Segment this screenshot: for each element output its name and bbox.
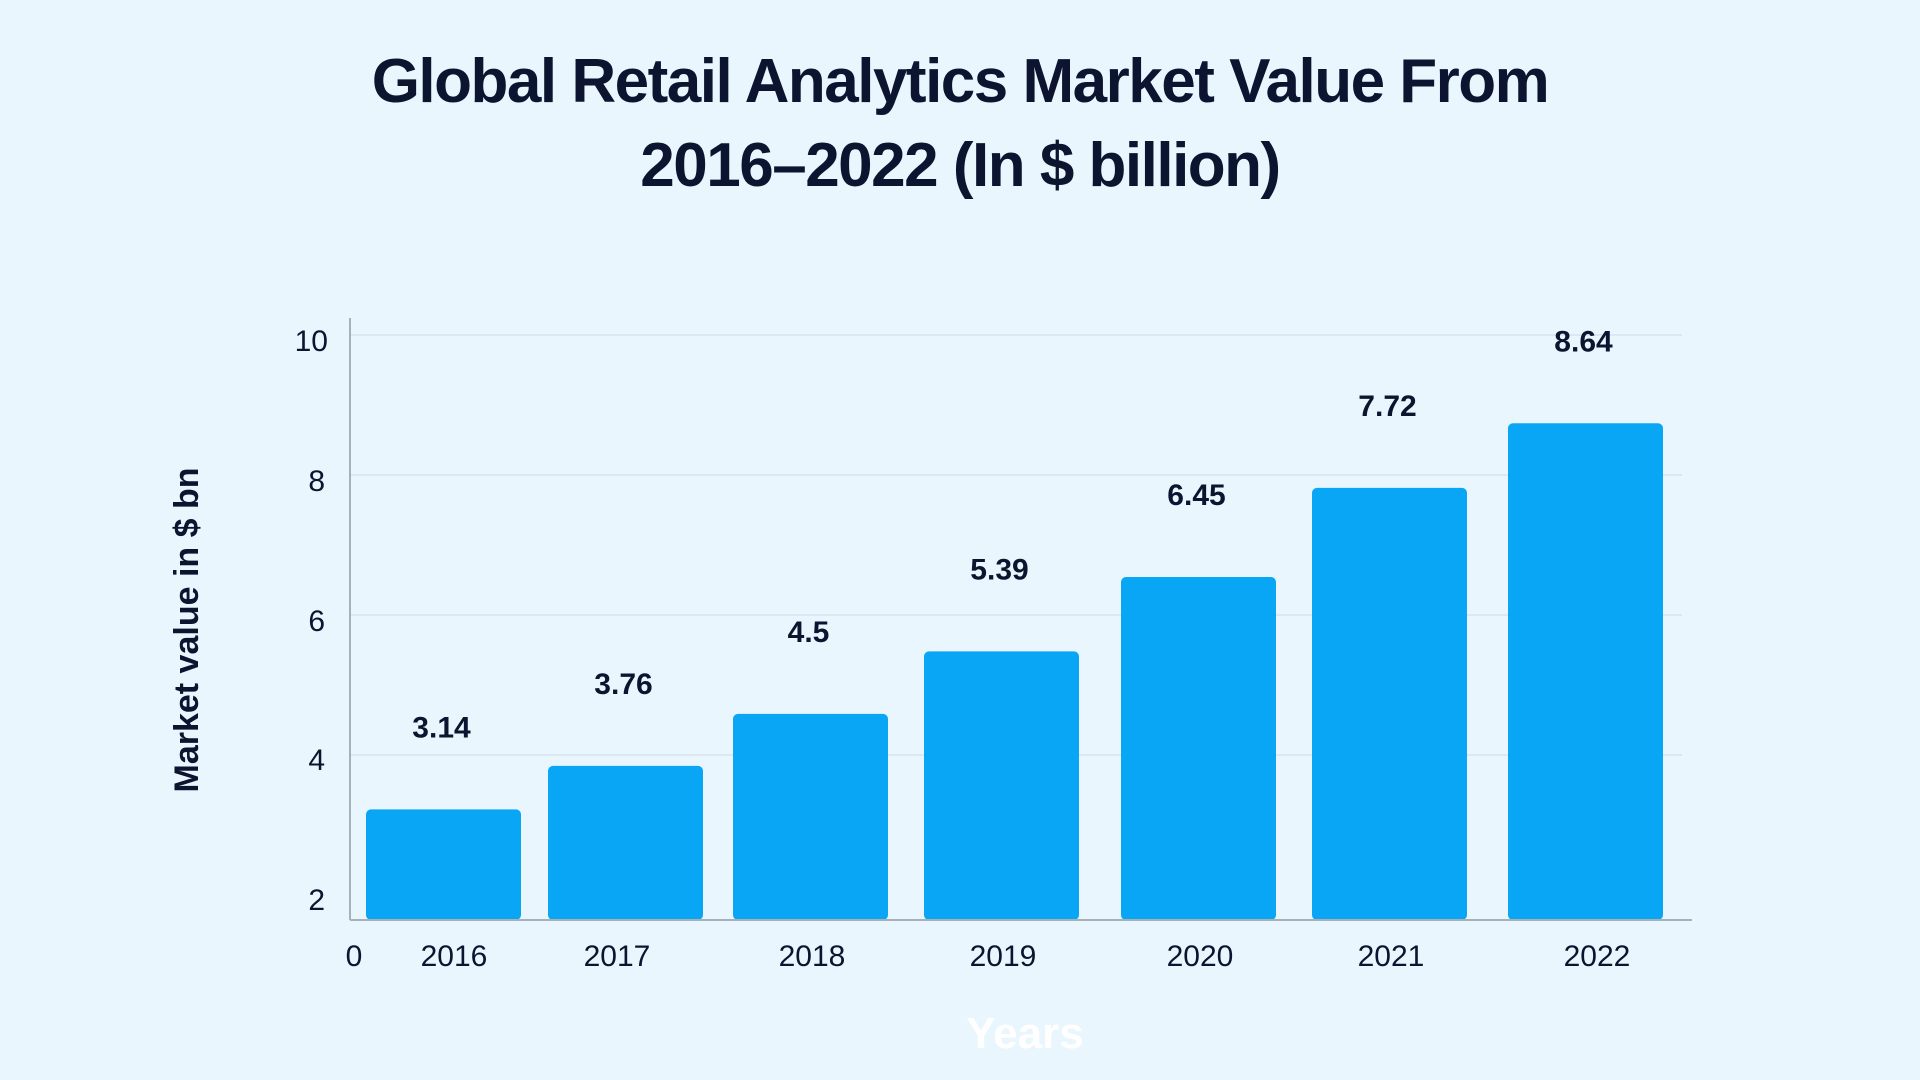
axes xyxy=(349,318,1692,921)
bar-2017 xyxy=(548,765,703,920)
bar-2020 xyxy=(1121,577,1276,920)
y-tick-label-4: 4 xyxy=(308,744,325,777)
y-tick-label-8: 8 xyxy=(308,465,325,498)
y-tick-label-2: 2 xyxy=(308,884,325,917)
bar-2018 xyxy=(733,713,888,920)
y-tick-labels: 2 4 6 8 10 xyxy=(295,325,328,917)
y-axis-title: Market value in $ bn xyxy=(168,468,206,793)
bar-2019 xyxy=(924,651,1079,920)
value-label-2021: 7.72 xyxy=(1358,390,1416,423)
bar-2016 xyxy=(366,809,521,920)
x-axis-title: Years xyxy=(966,1009,1083,1058)
bar-2021 xyxy=(1312,487,1467,920)
value-label-2018: 4.5 xyxy=(788,616,830,649)
value-label-2017: 3.76 xyxy=(594,668,652,701)
x-tick-label-2019: 2019 xyxy=(970,940,1037,973)
bars xyxy=(366,423,1663,920)
x-tick-label-2021: 2021 xyxy=(1358,940,1425,973)
x-tick-label-2020: 2020 xyxy=(1167,940,1234,973)
bar-2022 xyxy=(1508,423,1663,920)
chart-title: Global Retail Analytics Market Value Fro… xyxy=(260,40,1660,208)
x-tick-label-2016: 2016 xyxy=(421,940,488,973)
y-tick-label-10: 10 xyxy=(295,325,328,358)
x-tick-labels: 2016 2017 2018 2019 2020 2021 2022 xyxy=(421,940,1631,973)
value-label-2020: 6.45 xyxy=(1167,479,1225,512)
x-tick-label-2018: 2018 xyxy=(779,940,846,973)
x-tick-label-2017: 2017 xyxy=(584,940,651,973)
x-origin-label: 0 xyxy=(346,940,363,973)
value-label-2016: 3.14 xyxy=(412,711,471,744)
x-tick-label-2022: 2022 xyxy=(1564,940,1631,973)
chart-title-line-2: 2016–2022 (In $ billion) xyxy=(640,131,1281,200)
value-labels: 3.14 3.76 4.5 5.39 6.45 7.72 8.64 xyxy=(412,325,1613,744)
value-label-2019: 5.39 xyxy=(970,553,1028,586)
value-label-2022: 8.64 xyxy=(1554,325,1613,358)
y-tick-label-6: 6 xyxy=(308,605,325,638)
chart-title-line-1: Global Retail Analytics Market Value Fro… xyxy=(371,47,1550,116)
